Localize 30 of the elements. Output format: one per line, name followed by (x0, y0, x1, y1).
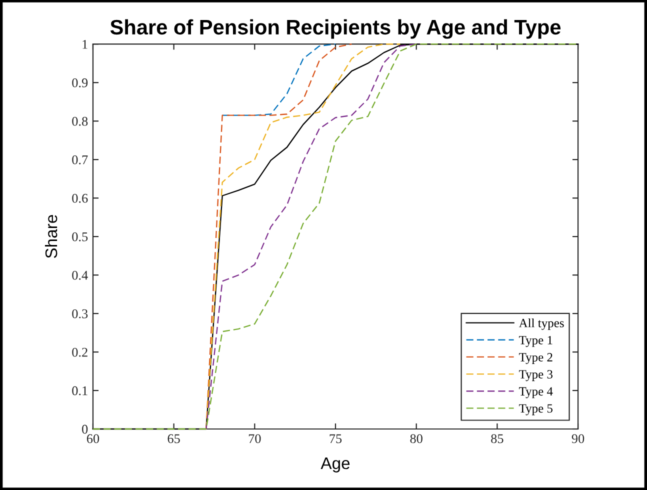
y-tick-label: 0.8 (72, 116, 88, 126)
chart-title: Share of Pension Recipients by Age and Type (110, 19, 561, 39)
y-tick-label: 0.1 (72, 386, 88, 396)
line-series (222, 44, 336, 116)
y-tick-label: 1 (82, 40, 88, 49)
x-tick-label: 85 (491, 434, 504, 444)
legend-label: Type 1 (519, 336, 552, 347)
legend-label: Type 5 (519, 404, 552, 416)
y-tick-label: 0.6 (72, 194, 88, 203)
y-tick-label: 0.3 (72, 309, 88, 318)
y-tick-label: 0.7 (72, 155, 88, 164)
x-tick-label: 60 (86, 434, 100, 444)
legend-label: Type 2 (519, 353, 552, 364)
y-tick-label: 0.4 (72, 270, 88, 280)
y-tick-label: 0.2 (72, 348, 88, 357)
x-tick-label: 65 (168, 434, 180, 444)
line-series (206, 44, 401, 430)
y-tick-label: 0.5 (72, 232, 88, 242)
x-tick-label: 80 (410, 434, 422, 444)
line-series (92, 44, 579, 430)
y-tick-label: 0.9 (72, 78, 88, 88)
legend-label: All types (518, 318, 564, 330)
x-tick-label: 90 (572, 434, 584, 444)
y-tick-label: 0 (82, 424, 88, 434)
legend-label: Type 4 (519, 387, 553, 398)
x-axis-title: Age (320, 458, 350, 472)
legend-label: Type 3 (519, 370, 552, 382)
y-axis-title: Share (44, 215, 58, 258)
x-tick-label: 70 (248, 434, 261, 444)
x-tick-label: 75 (330, 434, 342, 444)
